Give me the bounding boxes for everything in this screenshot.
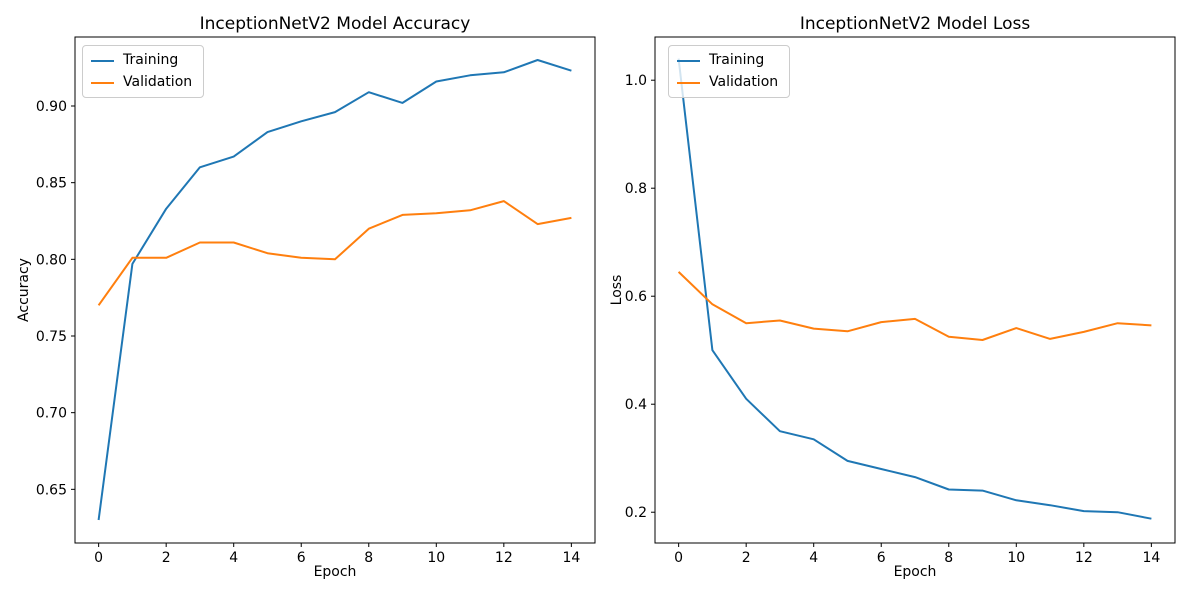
x-tick-label: 10 xyxy=(1007,550,1025,566)
x-tick-label: 2 xyxy=(742,550,751,566)
x-tick-label: 10 xyxy=(427,550,445,566)
legend-item-training: Training xyxy=(677,52,778,69)
y-tick-label: 0.90 xyxy=(36,99,67,115)
y-tick-label: 0.65 xyxy=(36,482,67,498)
axes-box xyxy=(74,36,596,544)
accuracy-y-axis-label: Accuracy xyxy=(16,258,32,322)
y-tick-label: 0.70 xyxy=(36,406,67,422)
accuracy-chart-title: InceptionNetV2 Model Accuracy xyxy=(199,14,471,34)
loss-chart-title: InceptionNetV2 Model Loss xyxy=(799,14,1031,34)
training-line xyxy=(97,59,572,521)
x-tick-label: 0 xyxy=(674,550,683,566)
legend-label-validation: Validation xyxy=(709,74,779,90)
training-line-swatch xyxy=(91,59,114,62)
loss-y-axis-label: Loss xyxy=(609,274,625,306)
x-tick-label: 4 xyxy=(809,550,818,566)
loss-plot: 0 2 4 6 8 10 12 14 0.2 0.4 0.6 0.8 1.0 xyxy=(625,36,1176,566)
x-tick-label: 12 xyxy=(1075,550,1093,566)
training-line xyxy=(677,58,1152,520)
x-tick-label: 8 xyxy=(364,550,373,566)
legend-item-training: Training xyxy=(91,52,192,69)
accuracy-chart: InceptionNetV2 Model Accuracy 0 2 4 6 8 10 12 1… xyxy=(16,14,596,580)
y-tick-label: 0.4 xyxy=(625,397,647,413)
x-tick-label: 6 xyxy=(297,550,306,566)
validation-line xyxy=(97,200,572,306)
x-tick-label: 2 xyxy=(162,550,171,566)
y-tick-label: 0.85 xyxy=(36,176,67,192)
loss-x-axis-label: Epoch xyxy=(893,564,937,580)
legend-label-validation: Validation xyxy=(123,74,193,90)
accuracy-legend: Training Validation xyxy=(82,45,205,98)
y-tick-label: 0.6 xyxy=(625,289,647,305)
validation-line-swatch xyxy=(91,81,114,84)
accuracy-x-axis-label: Epoch xyxy=(313,564,357,580)
legend-item-validation: Validation xyxy=(677,74,778,91)
y-tick-label: 0.2 xyxy=(625,505,647,521)
y-tick-label: 0.8 xyxy=(625,181,647,197)
x-tick-label: 8 xyxy=(944,550,953,566)
validation-line xyxy=(677,271,1152,341)
training-line-swatch xyxy=(677,59,700,62)
x-tick-label: 6 xyxy=(877,550,886,566)
x-tick-label: 12 xyxy=(495,550,513,566)
accuracy-plot: 0 2 4 6 8 10 12 14 0.65 0.70 0.75 0.80 0.85 0.90 xyxy=(36,36,596,566)
x-tick-label: 0 xyxy=(94,550,103,566)
legend-label-training: Training xyxy=(123,52,179,68)
validation-line-swatch xyxy=(677,81,700,84)
loss-chart: InceptionNetV2 Model Loss 0 2 4 6 8 10 12 14 0.2… xyxy=(600,0,1200,600)
x-tick-label: 14 xyxy=(1142,550,1160,566)
x-tick-label: 14 xyxy=(562,550,580,566)
axes-box xyxy=(654,36,1176,544)
y-tick-label: 0.80 xyxy=(36,252,67,268)
x-tick-label: 4 xyxy=(229,550,238,566)
legend-item-validation: Validation xyxy=(91,74,192,91)
legend-label-training: Training xyxy=(709,52,765,68)
loss-legend: Training Validation xyxy=(668,45,791,98)
y-tick-label: 0.75 xyxy=(36,329,67,345)
y-tick-label: 1.0 xyxy=(625,73,647,89)
